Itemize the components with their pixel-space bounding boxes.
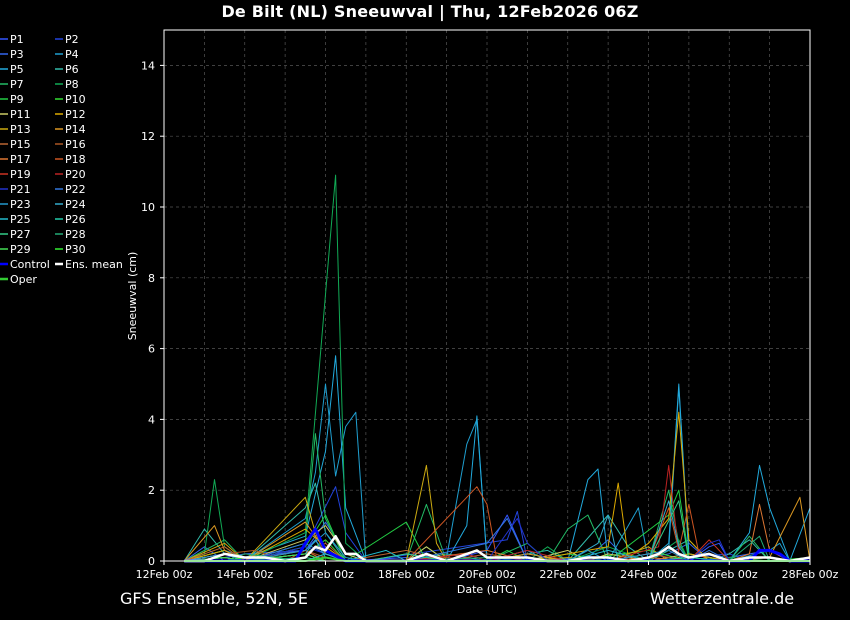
legend-label-p30: P30 xyxy=(65,243,86,256)
x-tick-label: 12Feb 00z xyxy=(136,568,193,581)
y-tick-label: 8 xyxy=(148,272,155,285)
y-tick-label: 10 xyxy=(141,201,155,214)
series-line-p8 xyxy=(184,174,770,562)
series-line-p12 xyxy=(184,411,770,562)
legend-label-p29: P29 xyxy=(10,243,31,256)
legend-label-p10: P10 xyxy=(65,93,86,106)
legend-label-p27: P27 xyxy=(10,228,31,241)
series-line-p22 xyxy=(184,518,811,562)
x-tick-label: 16Feb 00z xyxy=(297,568,354,581)
series-line-p21 xyxy=(184,518,770,562)
legend-label-p21: P21 xyxy=(10,183,31,196)
y-tick-label: 12 xyxy=(141,130,155,143)
x-tick-label: 14Feb 00z xyxy=(216,568,273,581)
legend-label-p12: P12 xyxy=(65,108,86,121)
x-tick-label: 20Feb 00z xyxy=(459,568,516,581)
legend-label-p1: P1 xyxy=(10,33,24,46)
legend-label-p16: P16 xyxy=(65,138,86,151)
series-line-ens-mean xyxy=(184,534,811,563)
legend-label-p13: P13 xyxy=(10,123,31,136)
legend-label-p4: P4 xyxy=(65,48,79,61)
legend: P1 P2 P3 P4 P5 P6 P7 P8 P9 P10 P11 P12 P13 P14 P15 P16 P… xyxy=(0,33,123,286)
legend-label-p28: P28 xyxy=(65,228,86,241)
legend-label-oper: Oper xyxy=(10,273,37,286)
y-tick-label: 2 xyxy=(148,484,155,497)
legend-label-control: Control xyxy=(10,258,50,271)
x-tick-label: 18Feb 00z xyxy=(378,568,435,581)
legend-label-p2: P2 xyxy=(65,33,79,46)
legend-label-p18: P18 xyxy=(65,153,86,166)
y-axis-label: Sneeuwval (cm) xyxy=(126,252,139,341)
legend-label-p17: P17 xyxy=(10,153,31,166)
x-tick-label: 26Feb 00z xyxy=(701,568,758,581)
chart-title: De Bilt (NL) Sneeuwval | Thu, 12Feb2026 … xyxy=(221,2,639,21)
legend-label-p26: P26 xyxy=(65,213,86,226)
legend-label-p5: P5 xyxy=(10,63,24,76)
legend-label-p8: P8 xyxy=(65,78,79,91)
y-tick-label: 14 xyxy=(141,59,155,72)
y-axis-ticks: 0 2 4 6 8 10 12 14 xyxy=(141,59,164,568)
x-tick-label: 24Feb 00z xyxy=(620,568,677,581)
legend-label-p7: P7 xyxy=(10,78,24,91)
x-axis-ticks: 12Feb 00z 14Feb 00z 16Feb 00z 18Feb 00z 20Fe… xyxy=(136,561,839,581)
x-tick-label: 22Feb 00z xyxy=(539,568,596,581)
legend-label-p25: P25 xyxy=(10,213,31,226)
y-tick-label: 6 xyxy=(148,343,155,356)
x-tick-label: 28Feb 00z xyxy=(782,568,839,581)
legend-label-p19: P19 xyxy=(10,168,31,181)
grid-lines xyxy=(163,30,811,562)
y-tick-label: 0 xyxy=(148,555,155,568)
legend-label-p24: P24 xyxy=(65,198,86,211)
footer-site-name: Wetterzentrale.de xyxy=(650,589,795,608)
legend-label-p22: P22 xyxy=(65,183,86,196)
legend-label-p14: P14 xyxy=(65,123,86,136)
legend-label-p11: P11 xyxy=(10,108,31,121)
legend-label-ens-mean: Ens. mean xyxy=(65,258,123,271)
legend-label-p23: P23 xyxy=(10,198,31,211)
legend-label-p9: P9 xyxy=(10,93,24,106)
legend-label-p15: P15 xyxy=(10,138,31,151)
footer-model-info: GFS Ensemble, 52N, 5E xyxy=(120,589,308,608)
legend-label-p3: P3 xyxy=(10,48,24,61)
series-layer xyxy=(183,174,811,563)
legend-label-p20: P20 xyxy=(65,168,86,181)
legend-label-p6: P6 xyxy=(65,63,79,76)
x-axis-label: Date (UTC) xyxy=(457,583,517,596)
y-tick-label: 4 xyxy=(148,413,155,426)
